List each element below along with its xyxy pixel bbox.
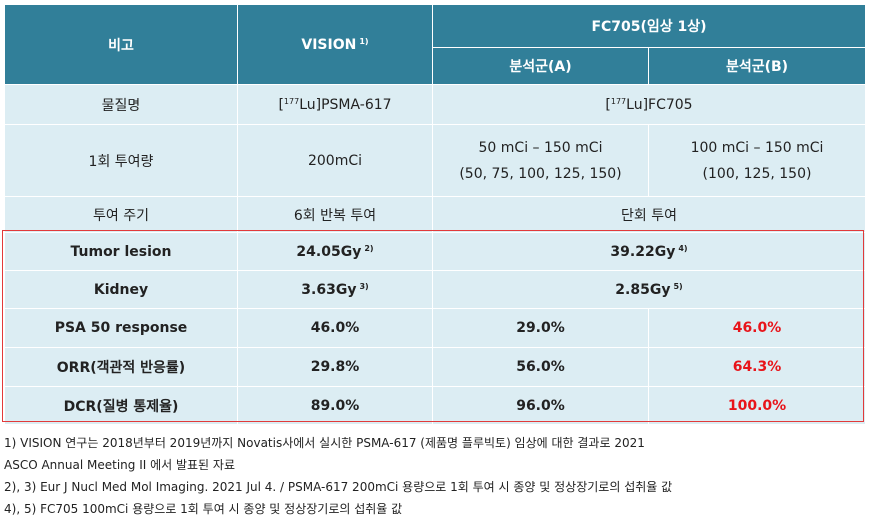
kidney-label: Kidney: [4, 270, 238, 309]
orr-vision: 29.8%: [237, 347, 433, 387]
dose-label: 1회 투여량: [4, 124, 238, 197]
substance-fc-name: Lu]FC705: [626, 96, 693, 113]
header-group-a: 분석군(A): [432, 47, 649, 85]
substance-vision-name: Lu]PSMA-617: [299, 96, 392, 113]
substance-fc-bracket: [: [605, 96, 611, 113]
substance-fc-isotope-mass: 177: [610, 96, 627, 106]
psa-group-b: 46.0%: [648, 308, 866, 348]
header-vision-footnote: 1): [359, 36, 369, 46]
substance-vision: [177Lu]PSMA-617: [237, 84, 433, 125]
psa-vision: 46.0%: [237, 308, 433, 348]
substance-vision-bracket: [: [278, 96, 284, 113]
kidney-vision-value: 3.63Gy: [301, 281, 357, 298]
dose-b-levels: (100, 125, 150): [702, 165, 812, 182]
orr-group-b: 64.3%: [648, 347, 866, 387]
footnote-line: ASCO Annual Meeting II 에서 발표된 자료: [4, 458, 235, 472]
header-vision: VISION 1): [237, 4, 433, 85]
dose-a-levels: (50, 75, 100, 125, 150): [459, 165, 622, 182]
footnotes: 1) VISION 연구는 2018년부터 2019년까지 Novatis사에서…: [4, 432, 889, 520]
dose-group-a: 50 mCi – 150 mCi (50, 75, 100, 125, 150): [432, 124, 649, 197]
header-vision-label: VISION: [301, 36, 357, 53]
orr-label: ORR(객관적 반응률): [4, 347, 238, 387]
header-row-2: 분석군(A) 분석군(B): [5, 47, 866, 85]
row-cycle: 투여 주기 6회 반복 투여 단회 투여: [4, 196, 866, 233]
row-psa: PSA 50 response 46.0% 29.0% 46.0%: [4, 308, 866, 348]
row-dcr: DCR(질병 통제율) 89.0% 96.0% 100.0%: [4, 386, 866, 425]
footnote-line: 4), 5) FC705 100mCi 용량으로 1회 투여 시 종양 및 정상…: [4, 502, 403, 516]
kidney-vision-footnote: 3): [359, 281, 369, 291]
tumor-fc705: 39.22Gy 4): [432, 232, 866, 271]
tumor-fc-footnote: 4): [678, 243, 688, 253]
substance-label: 물질명: [4, 84, 238, 125]
dcr-label: DCR(질병 통제율): [4, 386, 238, 425]
row-orr: ORR(객관적 반응률) 29.8% 56.0% 64.3%: [4, 347, 866, 387]
header-col-label: 비고: [4, 4, 238, 85]
row-kidney: Kidney 3.63Gy 3) 2.85Gy 5): [4, 270, 866, 309]
dcr-vision: 89.0%: [237, 386, 433, 425]
psa-label: PSA 50 response: [4, 308, 238, 348]
footnote-line: 1) VISION 연구는 2018년부터 2019년까지 Novatis사에서…: [4, 436, 645, 450]
tumor-fc-value: 39.22Gy: [610, 243, 676, 260]
header-fc705: FC705(임상 1상): [432, 4, 866, 48]
dose-b-range: 100 mCi – 150 mCi: [690, 139, 824, 156]
header-group-b: 분석군(B): [648, 47, 866, 85]
dose-a-range: 50 mCi – 150 mCi: [478, 139, 603, 156]
kidney-fc-footnote: 5): [673, 281, 683, 291]
header-row-1: 비고 VISION 1) FC705(임상 1상): [4, 4, 866, 85]
kidney-vision: 3.63Gy 3): [237, 270, 433, 309]
row-substance: 물질명 [177Lu]PSMA-617 [177Lu]FC705: [4, 84, 866, 125]
tumor-vision-value: 24.05Gy: [296, 243, 362, 260]
tumor-label: Tumor lesion: [4, 232, 238, 271]
footnote-line: 2), 3) Eur J Nucl Med Mol Imaging. 2021 …: [4, 480, 673, 494]
psa-group-a: 29.0%: [432, 308, 649, 348]
orr-group-a: 56.0%: [432, 347, 649, 387]
substance-vision-isotope-mass: 177: [283, 96, 300, 106]
cycle-label: 투여 주기: [4, 196, 238, 233]
substance-fc705: [177Lu]FC705: [432, 84, 866, 125]
dose-vision: 200mCi: [237, 124, 433, 197]
dcr-group-a: 96.0%: [432, 386, 649, 425]
kidney-fc-value: 2.85Gy: [615, 281, 671, 298]
row-dose: 1회 투여량 200mCi 50 mCi – 150 mCi (50, 75, 1…: [4, 124, 866, 197]
tumor-vision: 24.05Gy 2): [237, 232, 433, 271]
kidney-fc705: 2.85Gy 5): [432, 270, 866, 309]
dose-group-b: 100 mCi – 150 mCi (100, 125, 150): [648, 124, 866, 197]
dcr-group-b: 100.0%: [648, 386, 866, 425]
cycle-vision: 6회 반복 투여: [237, 196, 433, 233]
tumor-vision-footnote: 2): [364, 243, 374, 253]
comparison-table: 비고 VISION 1) FC705(임상 1상) 분석군(A) 분석군(B) 물…: [4, 4, 866, 425]
cycle-fc705: 단회 투여: [432, 196, 866, 233]
row-tumor: Tumor lesion 24.05Gy 2) 39.22Gy 4): [4, 232, 866, 271]
